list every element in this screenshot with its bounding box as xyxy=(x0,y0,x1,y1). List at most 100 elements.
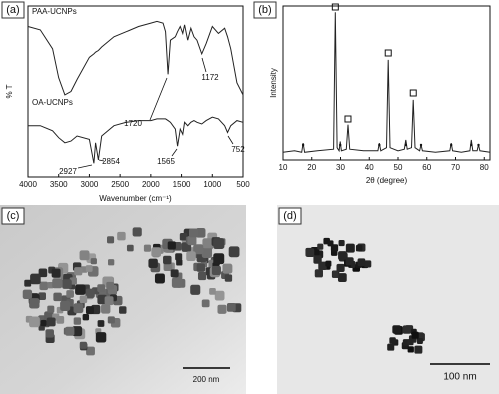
phase-marker xyxy=(404,143,407,147)
particle xyxy=(170,269,179,278)
particle xyxy=(101,304,111,314)
particle xyxy=(53,292,62,302)
particle xyxy=(337,273,347,282)
particle xyxy=(355,244,363,252)
x-tick-label: 4000 xyxy=(19,180,37,189)
particle xyxy=(196,263,206,272)
particle xyxy=(74,267,83,276)
particle xyxy=(389,337,396,344)
particle xyxy=(171,277,183,288)
particle xyxy=(325,260,332,267)
particle xyxy=(56,316,65,324)
x-tick-label: 10 xyxy=(279,163,288,172)
particle xyxy=(416,337,423,344)
phase-marker xyxy=(409,89,417,97)
x-tick-label: 50 xyxy=(394,163,403,172)
annotation: 1720 xyxy=(124,119,142,128)
particle xyxy=(132,227,142,237)
particle xyxy=(45,329,54,338)
particle xyxy=(201,299,210,308)
particle xyxy=(106,281,114,290)
particle xyxy=(97,284,106,292)
scale-bar-label: 200 nm xyxy=(193,375,220,384)
particle xyxy=(338,252,348,262)
particle xyxy=(75,284,86,295)
particle xyxy=(119,306,127,314)
panel-label: (b) xyxy=(258,4,271,16)
particle xyxy=(85,306,94,315)
particle xyxy=(179,233,188,241)
x-axis-label: 2θ (degree) xyxy=(366,176,408,185)
phase-marker xyxy=(378,143,381,147)
particle xyxy=(24,279,32,287)
particle xyxy=(407,346,414,353)
annotation-arrow xyxy=(149,77,168,121)
particle xyxy=(47,281,54,289)
particle xyxy=(357,258,366,267)
particle xyxy=(39,281,49,291)
annotation-arrow xyxy=(201,57,207,73)
particle xyxy=(82,313,90,321)
spectrum-line xyxy=(27,20,244,96)
particle xyxy=(332,270,339,278)
particle xyxy=(47,305,55,313)
particle xyxy=(209,288,216,295)
annotation: 1565 xyxy=(157,157,175,166)
phase-marker xyxy=(339,143,342,147)
particle xyxy=(226,303,236,312)
particle xyxy=(224,274,233,282)
scale-bar-label: 100 nm xyxy=(443,372,476,383)
particle xyxy=(163,262,173,272)
phase-marker xyxy=(301,143,305,147)
particle xyxy=(217,304,227,314)
particle xyxy=(190,284,201,295)
spectrum-line xyxy=(282,12,491,153)
particle xyxy=(60,300,71,311)
particle xyxy=(29,298,40,309)
particle xyxy=(336,263,345,272)
x-tick-label: 60 xyxy=(422,163,431,172)
particle xyxy=(228,246,240,258)
particle xyxy=(22,289,33,299)
particle xyxy=(167,241,176,250)
particle xyxy=(222,263,233,274)
particle xyxy=(345,257,354,266)
panel-label: (d) xyxy=(283,210,296,222)
particle xyxy=(52,278,63,289)
particle xyxy=(51,268,61,278)
annotation: 1172 xyxy=(201,73,219,82)
x-tick-label: 80 xyxy=(480,163,489,172)
annotation-arrow xyxy=(98,159,105,162)
phase-marker xyxy=(331,3,339,11)
annotation-arrow xyxy=(77,164,93,169)
particle xyxy=(108,259,115,266)
particle xyxy=(402,325,412,334)
tem-image xyxy=(277,205,499,394)
annotation: 752 xyxy=(231,145,245,154)
particle xyxy=(38,292,46,300)
series-label: PAA-UCNPs xyxy=(32,7,77,16)
particle xyxy=(38,268,48,278)
particle xyxy=(414,345,423,354)
particle xyxy=(72,326,83,337)
x-tick-label: 1500 xyxy=(173,180,191,189)
particle xyxy=(95,332,107,343)
x-tick-label: 40 xyxy=(365,163,374,172)
particle xyxy=(104,296,114,306)
particle xyxy=(73,317,82,325)
particle xyxy=(30,273,41,285)
particle xyxy=(79,250,90,261)
x-tick-label: 30 xyxy=(336,163,345,172)
y-axis-label: % T xyxy=(5,84,14,98)
particle xyxy=(392,325,401,334)
phase-marker xyxy=(419,143,423,147)
plot-frame xyxy=(27,5,244,178)
particle xyxy=(314,269,323,278)
x-tick-label: 500 xyxy=(236,180,250,189)
particle xyxy=(46,317,56,327)
particle xyxy=(117,231,126,241)
particle xyxy=(86,346,95,356)
particle xyxy=(213,253,225,265)
particle xyxy=(163,255,172,265)
particle xyxy=(201,247,213,258)
